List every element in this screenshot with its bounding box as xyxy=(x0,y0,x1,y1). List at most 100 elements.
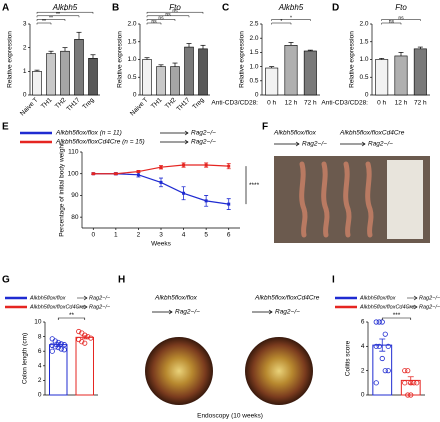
legend-label: Alkbh5flox/flox xyxy=(29,295,66,301)
data-point xyxy=(402,380,408,386)
x-tick-label: TH17 xyxy=(175,96,191,112)
x-tick-label: 12 h xyxy=(395,100,408,107)
y-tick-label: 2 xyxy=(23,44,27,51)
image-label: Alkbh5flox/flox xyxy=(154,295,198,302)
legend-arrow xyxy=(407,295,418,301)
panel-letter: F xyxy=(262,122,268,133)
legend-suffix: Rag2−/− xyxy=(89,304,111,310)
x-tick-label: Treg xyxy=(191,96,206,111)
panel-letter: H xyxy=(118,275,125,286)
data-point xyxy=(405,392,411,398)
data-point xyxy=(408,392,414,398)
legend-arrow xyxy=(160,139,189,145)
data-point xyxy=(379,319,385,325)
data-point xyxy=(373,319,379,325)
bar xyxy=(88,58,98,96)
marker xyxy=(182,163,186,167)
significance-label: ** xyxy=(69,312,75,319)
data-point xyxy=(385,368,391,374)
panel-letter: I xyxy=(332,275,335,286)
image-caption: Endoscopy (10 weeks) xyxy=(197,413,263,420)
data-point xyxy=(49,336,55,342)
legend-arrow xyxy=(77,304,88,310)
legend-arrow xyxy=(160,130,189,136)
data-point xyxy=(61,347,67,353)
y-tick-label: 0.5 xyxy=(359,74,368,81)
marker xyxy=(182,191,186,195)
y-tick-label: 1 xyxy=(23,68,27,75)
data-point xyxy=(55,339,61,346)
significance-label: * xyxy=(290,16,292,22)
data-point xyxy=(376,319,382,325)
marker xyxy=(136,170,140,174)
y-axis-label: Colon length (cm) xyxy=(22,333,29,384)
y-axis-label: Relative expression xyxy=(117,31,124,88)
data-point xyxy=(402,368,408,374)
significance-bracket xyxy=(57,317,86,320)
bar xyxy=(265,67,279,96)
y-tick-label: 0.5 xyxy=(127,74,136,81)
bar xyxy=(74,39,84,96)
x-tick-label: 72 h xyxy=(304,100,317,107)
data-point xyxy=(414,380,420,386)
data-point xyxy=(79,339,85,345)
y-tick-label: 1.5 xyxy=(249,49,258,56)
bar xyxy=(413,48,427,96)
y-tick-label: 2.0 xyxy=(249,35,258,42)
y-tick-label: 6 xyxy=(361,319,365,326)
panel-letter: G xyxy=(2,275,10,286)
label-arrow xyxy=(252,309,273,315)
y-axis-label: Colitis score xyxy=(345,340,352,376)
significance-bracket xyxy=(381,19,421,21)
bar xyxy=(372,344,393,396)
y-tick-label: 80 xyxy=(71,214,79,221)
chart-title: Alkbh5 xyxy=(278,3,304,12)
x-tick-label: 0 h xyxy=(267,100,276,107)
y-tick-label: 1.5 xyxy=(127,38,136,45)
data-point xyxy=(58,341,64,347)
data-point xyxy=(58,346,64,352)
data-point xyxy=(411,380,417,386)
x-tick-label: Treg xyxy=(81,96,96,111)
y-tick-label: 110 xyxy=(68,149,79,156)
colon xyxy=(365,161,374,238)
y-axis-label: Relative expression xyxy=(7,31,14,88)
significance-bracket xyxy=(36,22,52,25)
significance-bracket xyxy=(271,22,292,25)
data-point xyxy=(373,380,379,386)
legend-suffix: Rag2−/− xyxy=(191,139,216,146)
panel-letter: E xyxy=(2,122,9,133)
significance-bracket xyxy=(381,317,412,320)
significance-bracket xyxy=(146,22,162,25)
legend-suffix: Rag2−/− xyxy=(89,295,111,301)
data-point xyxy=(408,380,414,386)
endoscopy-view xyxy=(245,337,313,405)
y-tick-label: 0.5 xyxy=(249,78,258,85)
chart-title: Fto xyxy=(169,3,181,12)
significance-bracket xyxy=(36,11,94,14)
bar xyxy=(303,50,317,96)
x-tick-label: 1 xyxy=(114,232,118,239)
significance-label: * xyxy=(280,19,282,25)
y-axis-label: Relative expression xyxy=(349,31,356,88)
y-tick-label: 0 xyxy=(361,392,365,399)
y-tick-label: 0 xyxy=(23,92,27,99)
significance-label: * xyxy=(64,8,66,14)
data-point xyxy=(376,343,382,349)
bar xyxy=(75,336,94,396)
image-label: Alkbh5flox/flox xyxy=(273,130,317,137)
x-tick-label: TH1 xyxy=(40,96,54,110)
panel-letter: D xyxy=(332,3,339,14)
y-tick-label: 100 xyxy=(68,170,79,177)
significance-bracket xyxy=(36,19,66,21)
x-tick-label: 3 xyxy=(159,232,163,239)
x-tick-label: 0 xyxy=(91,232,95,239)
significance-label: ns xyxy=(389,19,395,25)
significance-label: **** xyxy=(249,182,260,189)
legend-suffix: Rag2−/− xyxy=(419,304,440,310)
image-label: Alkbh5flox/floxCd4Cre xyxy=(339,130,405,137)
y-axis-label: Percentage of initial body weight xyxy=(59,143,66,237)
bar xyxy=(142,59,152,96)
significance-bracket xyxy=(381,22,402,25)
